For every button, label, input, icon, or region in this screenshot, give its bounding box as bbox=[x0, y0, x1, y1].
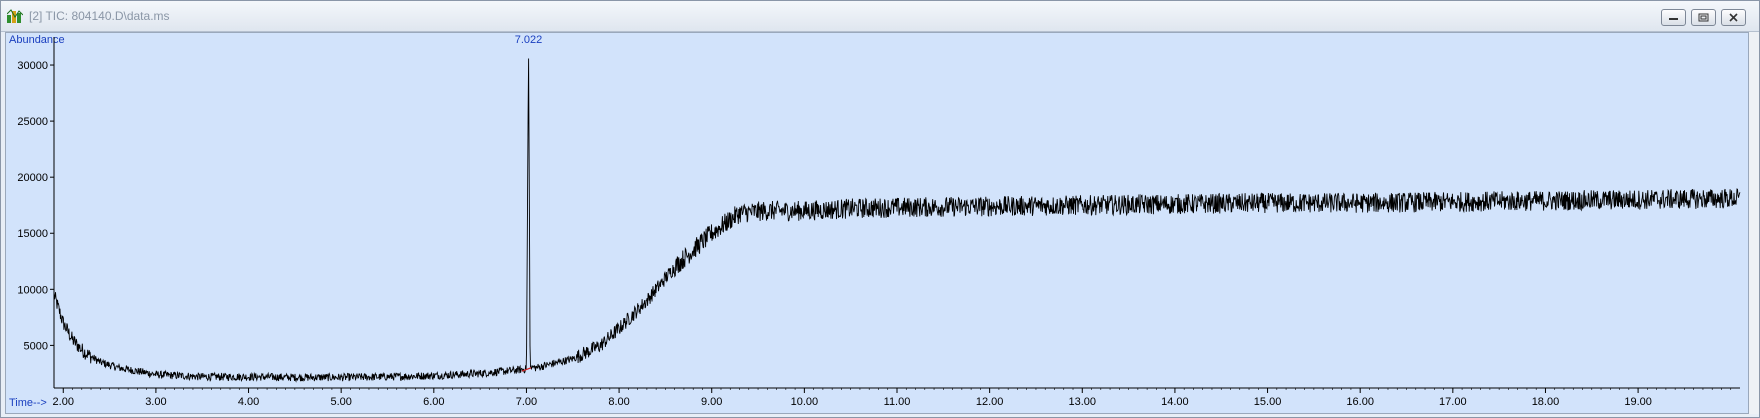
window-title: [2] TIC: 804140.D\data.ms bbox=[29, 9, 170, 23]
x-tick-label: 19.00 bbox=[1624, 396, 1652, 408]
right-border-strip bbox=[1749, 32, 1759, 414]
peak-label: 7.022 bbox=[515, 34, 543, 46]
x-tick-label: 4.00 bbox=[238, 396, 259, 408]
x-tick-label: 11.00 bbox=[884, 396, 911, 408]
window-titlebar[interactable]: [2] TIC: 804140.D\data.ms bbox=[1, 1, 1759, 32]
x-tick-label: 14.00 bbox=[1161, 396, 1189, 408]
x-tick-label: 18.00 bbox=[1532, 396, 1560, 408]
trace-layer bbox=[53, 58, 1741, 383]
x-tick-label: 6.00 bbox=[423, 396, 444, 408]
tic-chromatogram-chart: Abundance Time--> 5000 10000 15000 20000 250… bbox=[9, 34, 1741, 409]
minimize-icon bbox=[1669, 18, 1678, 20]
x-tick-label: 2.00 bbox=[53, 396, 74, 408]
x-axis: 2.00 3.00 4.00 5.00 6.00 7.00 8.00 9.00 10.00 11.… bbox=[53, 387, 1740, 408]
peak-baseline-mark bbox=[521, 367, 532, 372]
y-tick-label: 20000 bbox=[17, 172, 48, 184]
restore-icon bbox=[1698, 13, 1709, 22]
x-tick-label: 13.00 bbox=[1069, 396, 1097, 408]
x-tick-label: 9.00 bbox=[701, 396, 722, 408]
x-tick-label: 7.00 bbox=[516, 396, 537, 408]
chromatogram-app-icon bbox=[7, 9, 23, 23]
x-tick-label: 12.00 bbox=[976, 396, 1004, 408]
y-axis: 5000 10000 15000 20000 25000 30000 bbox=[17, 37, 55, 388]
y-tick-label: 15000 bbox=[17, 228, 48, 240]
restore-button[interactable] bbox=[1691, 9, 1716, 26]
x-tick-label: 17.00 bbox=[1439, 396, 1467, 408]
x-tick-label: 5.00 bbox=[330, 396, 351, 408]
y-tick-label: 5000 bbox=[24, 340, 48, 352]
close-icon bbox=[1729, 13, 1738, 22]
y-tick-label: 30000 bbox=[17, 60, 48, 72]
x-tick-label: 3.00 bbox=[145, 396, 166, 408]
peak-annotations: 7.022 bbox=[515, 34, 543, 46]
minimize-button[interactable] bbox=[1661, 9, 1686, 26]
y-tick-label: 10000 bbox=[17, 284, 48, 296]
y-tick-label: 25000 bbox=[17, 116, 48, 128]
plot-area[interactable]: Abundance Time--> 5000 10000 15000 20000 250… bbox=[5, 32, 1749, 414]
x-tick-label: 16.00 bbox=[1346, 396, 1374, 408]
y-axis-title: Abundance bbox=[9, 34, 65, 46]
x-tick-label: 10.00 bbox=[791, 396, 819, 408]
x-tick-label: 15.00 bbox=[1254, 396, 1282, 408]
tic-trace-line bbox=[53, 58, 1741, 383]
close-button[interactable] bbox=[1721, 9, 1746, 26]
x-axis-title: Time--> bbox=[9, 397, 47, 409]
x-tick-label: 8.00 bbox=[608, 396, 629, 408]
